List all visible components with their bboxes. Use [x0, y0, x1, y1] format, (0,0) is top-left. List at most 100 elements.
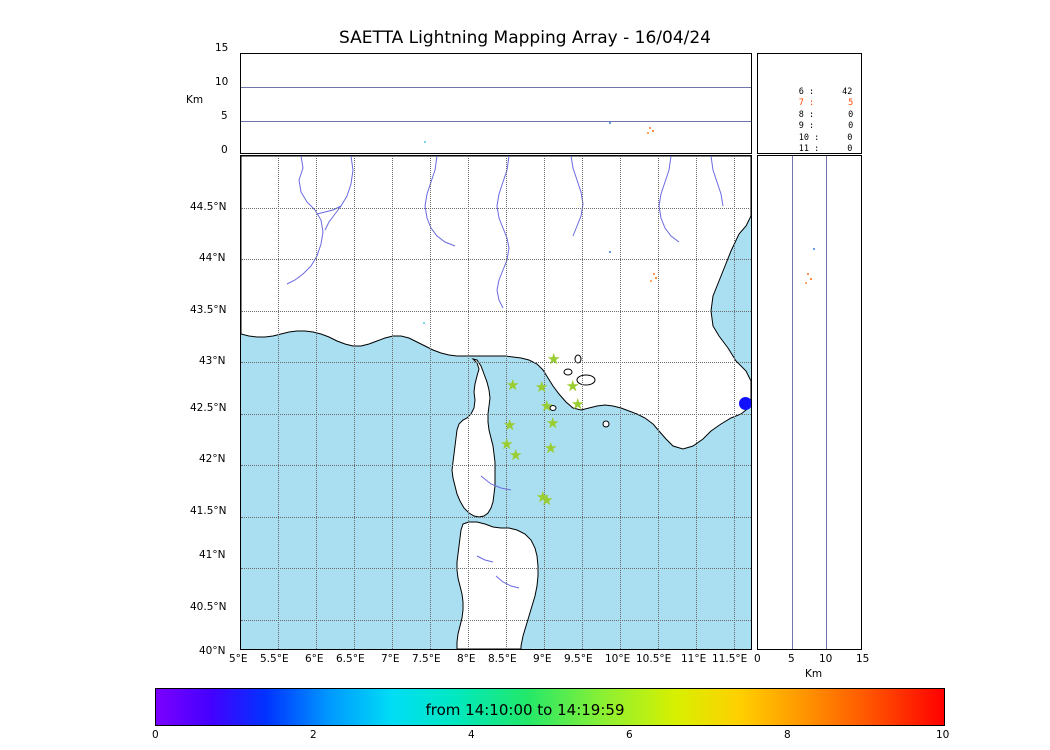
- altitude-longitude-panel: [240, 53, 752, 154]
- legend-row: 11 : 0: [768, 133, 861, 154]
- colorbar-tick: 0: [152, 729, 159, 741]
- legend-key: 8 :: [798, 109, 815, 120]
- legend-value: 5: [848, 98, 854, 108]
- map-gridline-h: [241, 517, 751, 519]
- map-ytick: 44°N: [199, 252, 226, 264]
- lma-station: ★: [500, 435, 514, 453]
- source-point: [807, 273, 809, 275]
- map-gridline-v: [392, 156, 394, 649]
- legend-value: 0: [847, 144, 853, 154]
- map-gridline-v: [316, 156, 318, 649]
- lma-station: ★: [566, 377, 580, 395]
- map-xtick: 8°E: [457, 653, 476, 665]
- map-xtick: 11°E: [681, 653, 707, 665]
- map-xtick: 7.5°E: [412, 653, 441, 665]
- map-gridline-h: [241, 620, 751, 622]
- map-gridline-v: [620, 156, 622, 649]
- lma-station: ★: [506, 376, 520, 394]
- source-point: [655, 277, 657, 279]
- map-ytick: 43°N: [199, 355, 226, 367]
- source-point: [650, 280, 652, 282]
- map-gridline-v: [658, 156, 660, 649]
- map-xtick: 11.5°E: [712, 653, 748, 665]
- map-gridline-v: [544, 156, 546, 649]
- lma-station: ★: [540, 491, 554, 509]
- legend-row: 6 : 42: [768, 75, 861, 97]
- map-ytick: 41.5°N: [190, 505, 227, 517]
- side-gridline-5km: [792, 156, 793, 649]
- legend-value: 0: [847, 132, 853, 143]
- map-ytick: 43.5°N: [190, 304, 227, 316]
- map-ytick: 40°N: [199, 645, 226, 657]
- map-ytick: 40.5°N: [190, 601, 227, 613]
- source-point: [652, 130, 654, 132]
- source-point: [810, 278, 812, 280]
- map-gridline-v: [468, 156, 470, 649]
- side-xtick: 15: [856, 653, 870, 665]
- map-xtick: 5°E: [229, 653, 248, 665]
- legend-row: 10 : 0: [768, 121, 861, 143]
- legend-key: 9 :: [798, 121, 815, 131]
- source-point: [424, 141, 426, 143]
- map-xtick: 8.5°E: [488, 653, 517, 665]
- altitude-gridline-5km: [241, 121, 751, 122]
- lma-station: ★: [540, 397, 554, 415]
- source-point: [813, 248, 815, 250]
- legend-key: 10 :: [798, 132, 820, 143]
- map-ytick: 44.5°N: [190, 201, 227, 213]
- map-gridline-v: [734, 156, 736, 649]
- map-ytick: 42°N: [199, 453, 226, 465]
- colorbar-tick: 6: [626, 729, 633, 741]
- lma-station: ★: [544, 439, 558, 457]
- map-xtick: 6.5°E: [336, 653, 365, 665]
- legend-row: 9 : 0: [768, 110, 861, 131]
- map-gridline-v: [278, 156, 280, 649]
- side-xtick: 5: [788, 653, 795, 665]
- altitude-tick-5: 5: [221, 110, 228, 122]
- altitude-tick-10: 10: [215, 76, 229, 88]
- map-xtick: 9°E: [533, 653, 552, 665]
- source-point: [423, 322, 425, 324]
- colorbar: [155, 688, 945, 726]
- lma-station: ★: [503, 416, 517, 434]
- lma-station: ★: [535, 378, 549, 396]
- legend-value: 0: [848, 109, 854, 120]
- map-xtick: 10°E: [605, 653, 631, 665]
- lma-station: ★: [571, 395, 585, 413]
- altitude-latitude-panel: [757, 155, 862, 650]
- source-point: [649, 127, 651, 129]
- legend-key: 11 :: [798, 144, 820, 154]
- source-point: [609, 122, 611, 124]
- map-ytick: 41°N: [199, 549, 226, 561]
- side-axis-label: Km: [805, 668, 823, 680]
- map-gridline-h: [241, 208, 751, 210]
- map-gridline-v: [696, 156, 698, 649]
- map-gridline-h: [241, 362, 751, 364]
- legend-key: 6 :: [798, 86, 815, 97]
- map-gridline-h: [241, 311, 751, 313]
- map-xtick: 10.5°E: [636, 653, 672, 665]
- map-gridline-h: [241, 568, 751, 570]
- coastline-map: [241, 156, 751, 649]
- side-gridline-10km: [826, 156, 827, 649]
- altitude-gridline-10km: [241, 87, 751, 88]
- legend-row: 7 : 5: [768, 87, 861, 108]
- map-xtick: 7°E: [381, 653, 400, 665]
- source-point: [805, 282, 807, 284]
- map-gridline-v: [506, 156, 508, 649]
- altitude-tick-0: 0: [221, 144, 228, 156]
- colorbar-tick: 2: [310, 729, 317, 741]
- map-gridline-h: [241, 259, 751, 261]
- lma-station: ★: [547, 350, 561, 368]
- lma-station: ★: [509, 446, 523, 464]
- side-xtick: 0: [754, 653, 761, 665]
- legend-value: 42: [842, 86, 853, 97]
- map-panel: ★ ★ ★ ★ ★ ★ ★ ★ ★ ★ ★ ★ ★: [240, 155, 752, 650]
- map-gridline-v: [582, 156, 584, 649]
- map-gridline-v: [354, 156, 356, 649]
- colorbar-tick: 8: [784, 729, 791, 741]
- side-xtick: 10: [819, 653, 833, 665]
- legend-key: 7 :: [798, 98, 815, 108]
- map-ytick: 42.5°N: [190, 402, 227, 414]
- reference-marker: [739, 397, 751, 410]
